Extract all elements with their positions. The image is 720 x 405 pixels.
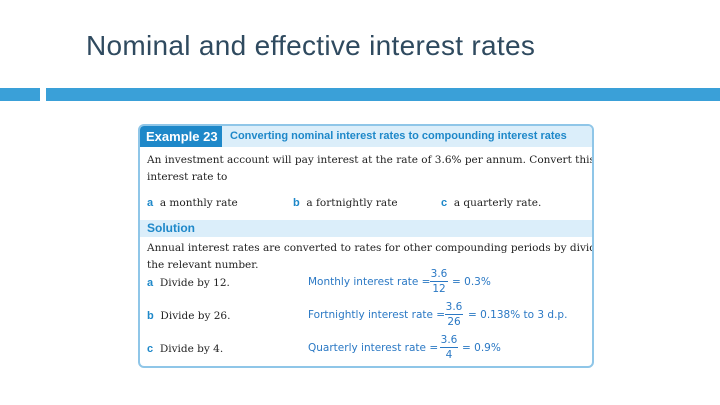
- option-b: b a fortnightly rate: [293, 195, 398, 211]
- question-line-1: An investment account will pay interest …: [147, 154, 594, 166]
- step-b-fraction-line: [445, 314, 463, 315]
- option-a-text: a monthly rate: [159, 197, 238, 209]
- step-b-fraction: 3.6 26: [445, 301, 463, 328]
- slide-title: Nominal and effective interest rates: [86, 30, 536, 61]
- step-c-fraction: 3.6 4: [440, 334, 458, 361]
- example-title: Converting nominal interest rates to com…: [230, 130, 567, 142]
- step-b-denominator: 26: [447, 316, 461, 328]
- solution-intro-line-1: Annual interest rates are converted to r…: [147, 242, 594, 254]
- step-a-text: Divide by 12.: [159, 277, 230, 289]
- option-c: c a quarterly rate.: [441, 195, 541, 211]
- option-c-letter: c: [441, 197, 448, 209]
- solution-header: Solution: [140, 220, 592, 237]
- option-b-text: a fortnightly rate: [306, 197, 398, 209]
- accent-bar-right: [46, 88, 720, 101]
- step-c-lhs: Quarterly interest rate =: [308, 342, 439, 354]
- step-c-numerator: 3.6: [440, 334, 458, 346]
- step-a: a Divide by 12.: [147, 275, 230, 291]
- step-a-lhs: Monthly interest rate =: [308, 276, 431, 288]
- step-a-denominator: 12: [432, 283, 446, 295]
- example-box: Example 23 Converting nominal interest r…: [138, 124, 594, 368]
- step-c-letter: c: [147, 343, 154, 355]
- step-b: b Divide by 26.: [147, 308, 230, 324]
- step-c-rhs: = 0.9%: [462, 342, 501, 354]
- step-b-text: Divide by 26.: [160, 310, 231, 322]
- step-c: c Divide by 4.: [147, 341, 223, 357]
- option-a-letter: a: [147, 197, 154, 209]
- step-b-numerator: 3.6: [445, 301, 463, 313]
- step-c-fraction-line: [440, 347, 458, 348]
- step-a-rhs: = 0.3%: [452, 276, 491, 288]
- step-c-denominator: 4: [445, 349, 453, 361]
- step-b-rhs: = 0.138% to 3 d.p.: [468, 309, 568, 321]
- option-a: a a monthly rate: [147, 195, 238, 211]
- step-a-fraction-line: [430, 281, 448, 282]
- step-a-fraction: 3.6 12: [430, 268, 448, 295]
- solution-intro-line-2: the relevant number.: [147, 259, 259, 271]
- step-b-letter: b: [147, 310, 154, 322]
- accent-bar-left: [0, 88, 40, 101]
- example-label: Example 23: [140, 126, 222, 147]
- example-header: Example 23 Converting nominal interest r…: [140, 126, 592, 147]
- question-line-2: interest rate to: [147, 171, 228, 183]
- step-c-text: Divide by 4.: [159, 343, 224, 355]
- option-c-text: a quarterly rate.: [453, 197, 542, 209]
- step-b-lhs: Fortnightly interest rate =: [308, 309, 446, 321]
- step-a-numerator: 3.6: [430, 268, 448, 280]
- step-a-letter: a: [147, 277, 154, 289]
- solution-label: Solution: [147, 221, 195, 235]
- option-b-letter: b: [293, 197, 300, 209]
